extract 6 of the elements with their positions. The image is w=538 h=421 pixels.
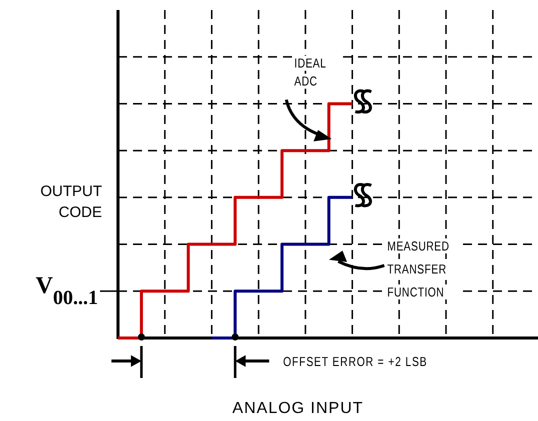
text: MEASURED TRANSFER FUNCTION <box>387 239 450 300</box>
text: OFFSET ERROR = +2 LSB <box>283 354 428 370</box>
text: V$_{00...1}$ <box>36 273 98 310</box>
y-axis-title: OUTPUT CODE <box>40 183 102 221</box>
x-axis-title: ANALOG INPUT <box>232 400 364 417</box>
series-label: IDEAL ADC <box>294 56 326 90</box>
